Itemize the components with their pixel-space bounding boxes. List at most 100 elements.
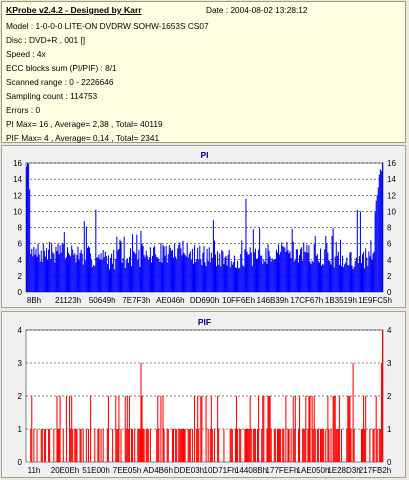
bar: [270, 261, 272, 292]
bar: [90, 253, 92, 292]
bar: [368, 251, 370, 292]
bar: [353, 429, 355, 462]
bar: [166, 262, 168, 292]
bar: [42, 243, 44, 292]
bar: [359, 211, 361, 292]
bar: [94, 266, 96, 292]
bar: [49, 429, 51, 462]
bar: [64, 258, 66, 292]
bar: [341, 266, 343, 292]
bar: [159, 262, 161, 292]
bar: [108, 269, 110, 292]
x-tick-label: 146B39h: [257, 296, 289, 305]
bar: [280, 251, 282, 292]
bar: [82, 264, 84, 292]
x-tick-label: 7E7F3h: [122, 296, 150, 305]
bar: [50, 258, 52, 292]
bar: [337, 429, 339, 462]
bar: [226, 265, 228, 292]
bar: [312, 262, 314, 292]
bar: [380, 363, 382, 462]
bar: [207, 260, 209, 292]
bar: [115, 258, 117, 292]
bar: [135, 254, 137, 292]
bar: [333, 267, 335, 292]
bar: [365, 396, 367, 462]
bar: [107, 255, 109, 292]
bar: [366, 257, 368, 292]
bar: [45, 248, 47, 292]
bar: [125, 259, 127, 292]
bar: [149, 429, 151, 462]
bar: [308, 245, 310, 292]
bar: [288, 253, 290, 292]
y-tick-label-left: 14: [13, 175, 22, 184]
bar: [364, 268, 366, 292]
info-disc: Disc : DVD+R , 001 []: [6, 35, 86, 45]
bar: [248, 254, 250, 292]
bar: [127, 429, 129, 462]
bar: [314, 236, 316, 292]
bar: [379, 429, 381, 462]
bar: [357, 263, 359, 292]
bar: [362, 254, 364, 292]
bar: [173, 257, 175, 292]
bar: [49, 241, 51, 292]
bar: [270, 429, 272, 462]
bar: [318, 262, 320, 292]
bar: [102, 429, 104, 462]
bar: [303, 429, 305, 462]
y-tick-label-right: 16: [387, 159, 396, 168]
bar: [261, 255, 263, 292]
bar: [365, 248, 367, 292]
bar: [123, 236, 125, 292]
x-tick-label: 14408Bh: [235, 466, 267, 475]
bar: [255, 258, 257, 292]
bar: [29, 189, 31, 292]
bar: [375, 396, 377, 462]
bar: [142, 245, 144, 292]
bar: [310, 264, 312, 292]
bar: [254, 429, 256, 462]
bar: [287, 429, 289, 462]
bar: [36, 256, 38, 292]
x-tick-label: 1AE050h: [297, 466, 330, 475]
bar: [282, 245, 284, 292]
bar: [360, 263, 362, 292]
bar: [178, 429, 180, 462]
bar: [263, 396, 265, 462]
bar: [196, 259, 198, 292]
bar: [278, 429, 280, 462]
bar: [120, 241, 122, 292]
info-speed: Speed : 4x: [6, 49, 46, 59]
bar: [137, 429, 139, 462]
bar: [275, 249, 277, 292]
bar: [261, 429, 263, 462]
bar: [237, 429, 239, 462]
bar: [167, 254, 169, 292]
bar: [336, 255, 338, 292]
bar: [282, 429, 284, 462]
bar: [242, 265, 244, 292]
x-tick-label: 21123h: [55, 296, 81, 305]
bar: [100, 429, 102, 462]
bar: [189, 429, 191, 462]
bar: [219, 253, 221, 292]
bar: [228, 249, 230, 292]
x-tick-label: 11h: [28, 466, 41, 475]
bar: [363, 252, 365, 292]
bar: [198, 259, 200, 292]
bar: [280, 429, 282, 462]
bar: [248, 429, 250, 462]
bar: [62, 244, 64, 292]
bar: [136, 234, 138, 292]
bar: [114, 269, 116, 292]
bar: [167, 429, 169, 462]
bar: [322, 429, 324, 462]
bar: [269, 256, 271, 292]
x-tick-label: 10D71Fh: [204, 466, 237, 475]
bar: [229, 429, 231, 462]
bar: [325, 235, 327, 292]
bar: [180, 429, 182, 462]
bar: [165, 245, 167, 292]
